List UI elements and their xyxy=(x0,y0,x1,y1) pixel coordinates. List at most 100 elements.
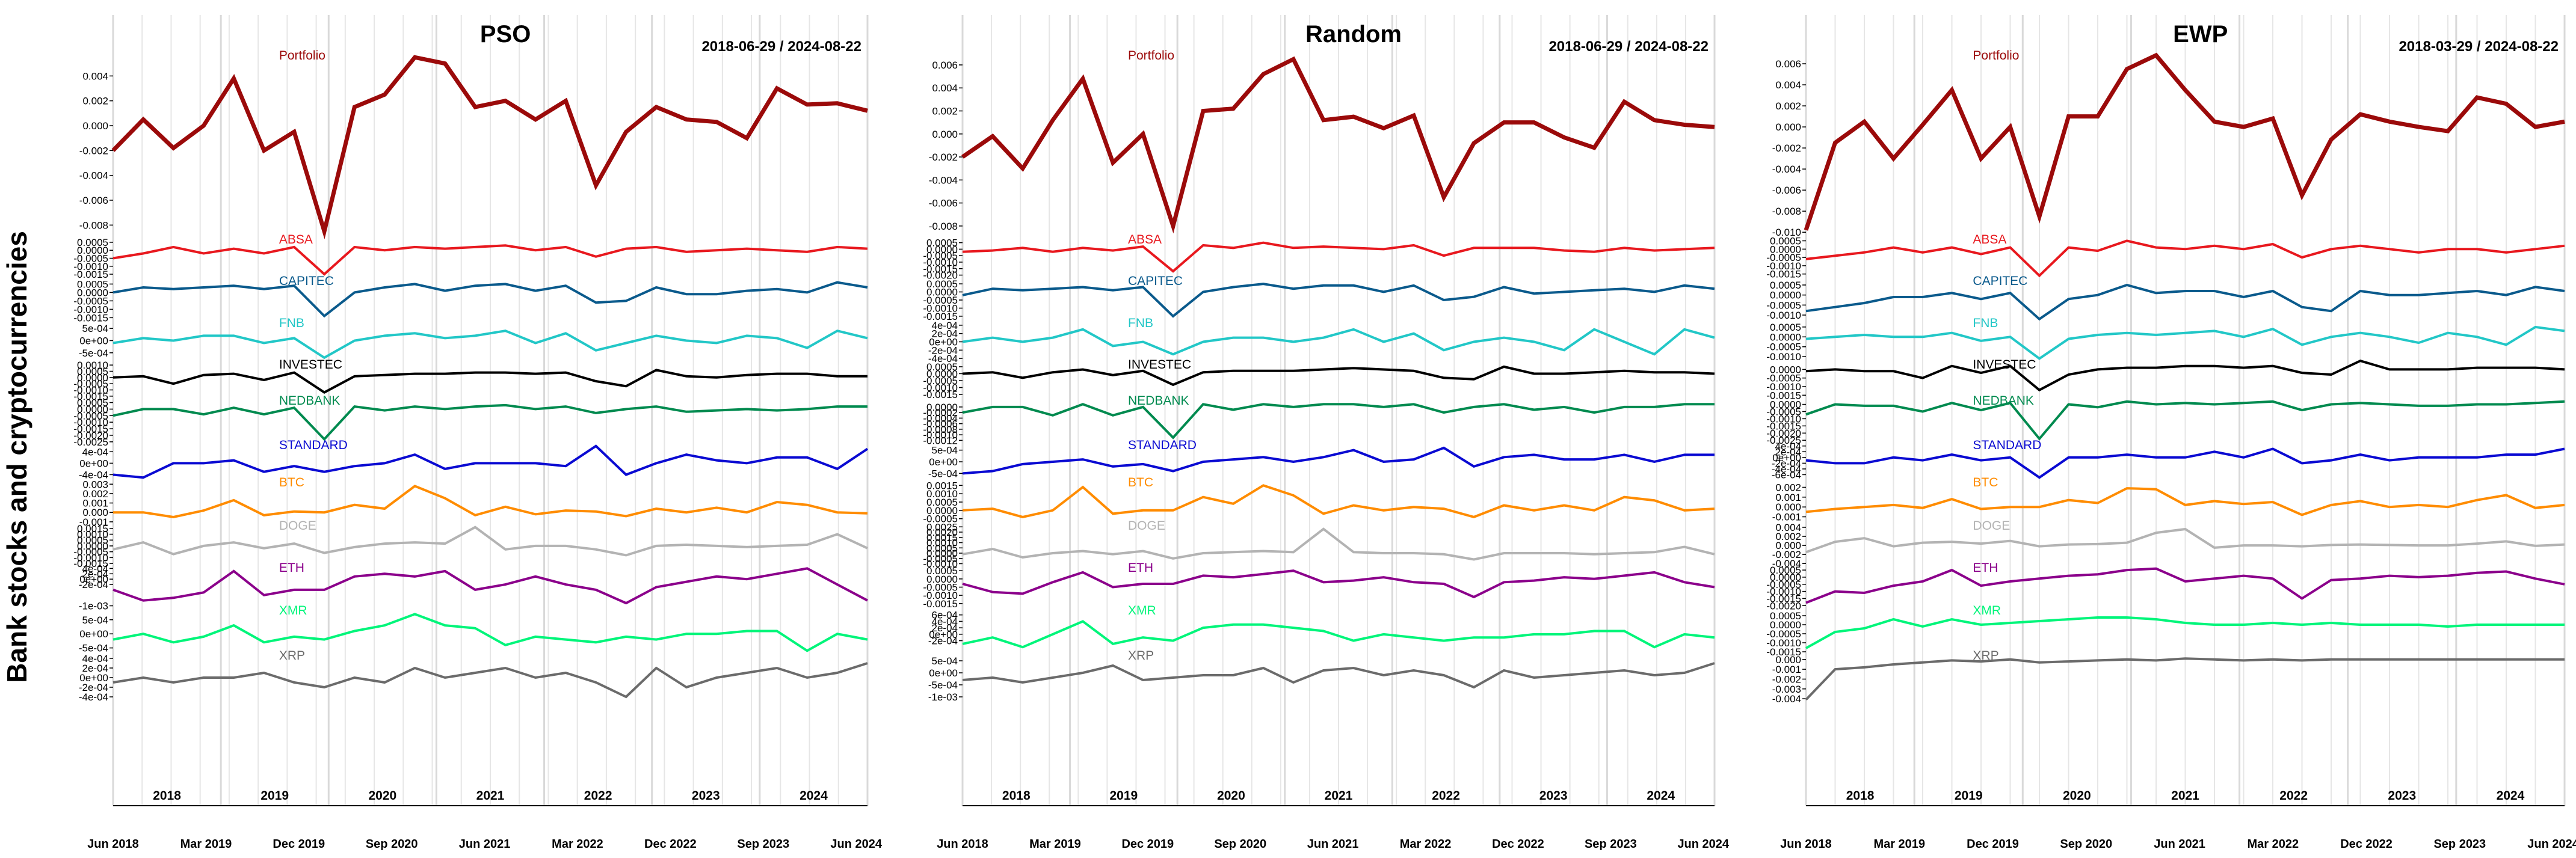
series-line-portfolio xyxy=(1804,52,2565,231)
series-label: CAPITEC xyxy=(1128,274,1183,288)
y-tick-label: 0.000 xyxy=(82,120,108,132)
series-label: STANDARD xyxy=(279,438,348,452)
x-tick-label: Sep 2023 xyxy=(1585,838,1637,851)
y-tick-label: -5e-04 xyxy=(928,468,958,479)
series-label: BTC xyxy=(1973,476,1998,489)
series-line-fnb xyxy=(962,328,1715,356)
y-tick-label: -6e-04 xyxy=(1772,469,1801,480)
series-portfolio: 0.006 0.004 0.002 0.000 -0.002 -0.004 -0.006 -0… xyxy=(929,49,1715,234)
y-tick-label: 0.0025 xyxy=(926,521,958,533)
y-tick-label: -0.001 xyxy=(1772,512,1801,523)
y-tick-label: -0.004 xyxy=(1772,693,1801,705)
y-tick-label: -0.0005 xyxy=(923,513,958,525)
y-tick-label: 0e+00 xyxy=(929,629,958,640)
y-tick-label: -0.0005 xyxy=(1766,299,1801,311)
year-label: 2023 xyxy=(1539,789,1568,803)
series-label: FNB xyxy=(279,316,304,330)
x-tick-label: Jun 2021 xyxy=(1307,838,1359,851)
y-tick-label: 0.002 xyxy=(1775,531,1801,542)
y-tick-label: 0.002 xyxy=(932,106,958,117)
year-label: 2024 xyxy=(2497,789,2525,803)
y-tick-label: 5e-04 xyxy=(82,323,108,334)
y-tick-label: -0.0025 xyxy=(1766,435,1801,446)
year-label: 2018 xyxy=(1002,789,1031,803)
y-tick-label: 0.0000 xyxy=(926,402,958,413)
y-tick-label: -0.0010 xyxy=(73,385,108,396)
series-line-standard xyxy=(962,446,1715,475)
y-tick-label: 0.0000 xyxy=(1770,290,1801,301)
x-tick-label: Dec 2022 xyxy=(1492,838,1544,851)
series-line-doge xyxy=(962,527,1715,561)
year-label: 2019 xyxy=(260,789,289,803)
series-line-xmr xyxy=(962,620,1715,649)
series-label: STANDARD xyxy=(1128,438,1197,452)
y-tick-label: -0.0005 xyxy=(923,375,958,387)
series-line-xrp xyxy=(962,662,1715,689)
series-label: NEDBANK xyxy=(1973,394,2034,408)
x-tick-label: Jun 2018 xyxy=(937,838,988,851)
series-label: XMR xyxy=(1973,604,2001,617)
series-label: Portfolio xyxy=(279,49,325,63)
x-tick-label: Jun 2024 xyxy=(830,838,882,851)
y-tick-label: -0.002 xyxy=(1772,673,1801,685)
y-tick-label: 0.000 xyxy=(932,129,958,140)
series-line-standard xyxy=(1805,447,2565,479)
year-label: 2022 xyxy=(2279,789,2308,803)
y-tick-label: 0.0005 xyxy=(77,397,108,409)
y-tick-label: 2e-04 xyxy=(1775,446,1801,458)
y-tick-label: 0.0015 xyxy=(926,532,958,544)
series-xrp: 0.000-0.001-0.002-0.003-0.004 XRP xyxy=(1772,649,2565,705)
y-tick-label: -0.0010 xyxy=(923,590,958,601)
series-label: Portfolio xyxy=(1128,49,1174,63)
y-tick-label: 0.006 xyxy=(932,60,958,71)
y-tick-label: 0e+00 xyxy=(79,574,108,585)
y-tick-label: 0.0020 xyxy=(926,527,958,538)
y-tick-label: 2e-04 xyxy=(932,622,958,634)
x-tick-label: Mar 2022 xyxy=(2247,838,2299,851)
series-label: ETH xyxy=(1128,561,1153,575)
y-tick-label: -0.0005 xyxy=(1766,342,1801,353)
y-tick-label: 0.0000 xyxy=(1770,244,1801,255)
y-tick-label: 0.000 xyxy=(1775,654,1801,666)
y-tick-label: 0e+00 xyxy=(1772,452,1801,464)
y-tick-label: 4e-04 xyxy=(932,616,958,627)
series-line-portfolio xyxy=(961,56,1715,234)
x-tick-label: Dec 2019 xyxy=(273,838,325,851)
y-tick-label: -0.0010 xyxy=(73,261,108,272)
y-tick-label: -0.0020 xyxy=(923,270,958,281)
y-tick-label: -0.010 xyxy=(1772,227,1801,238)
series-label: CAPITEC xyxy=(279,274,334,288)
y-tick-label: 0.0005 xyxy=(926,542,958,554)
y-tick-label: -0.0020 xyxy=(1766,427,1801,439)
y-tick-label: -0.0015 xyxy=(1766,593,1801,604)
series-line-xmr xyxy=(112,613,868,652)
y-tick-label: 0e+00 xyxy=(79,672,108,684)
series-label: DOGE xyxy=(1128,519,1165,533)
series-label: XMR xyxy=(279,604,307,617)
series-label: XMR xyxy=(1128,604,1156,617)
y-tick-label: -2e-04 xyxy=(1772,458,1801,469)
series-line-btc xyxy=(113,485,868,519)
series-investec: 0.0000-0.0005-0.0010-0.0015 INVESTEC xyxy=(1766,358,2565,401)
y-tick-label: -4e-04 xyxy=(79,691,108,703)
y-tick-label: -0.003 xyxy=(1772,684,1801,695)
series-line-capitec xyxy=(112,281,868,318)
series-line-xrp xyxy=(112,662,868,699)
y-tick-label: -0.0010 xyxy=(1766,637,1801,649)
y-tick-label: 2e-04 xyxy=(82,568,108,580)
y-tick-label: 0.0000 xyxy=(77,287,108,298)
y-tick-label: -0.0010 xyxy=(923,429,958,441)
series-line-absa xyxy=(1805,239,2565,278)
